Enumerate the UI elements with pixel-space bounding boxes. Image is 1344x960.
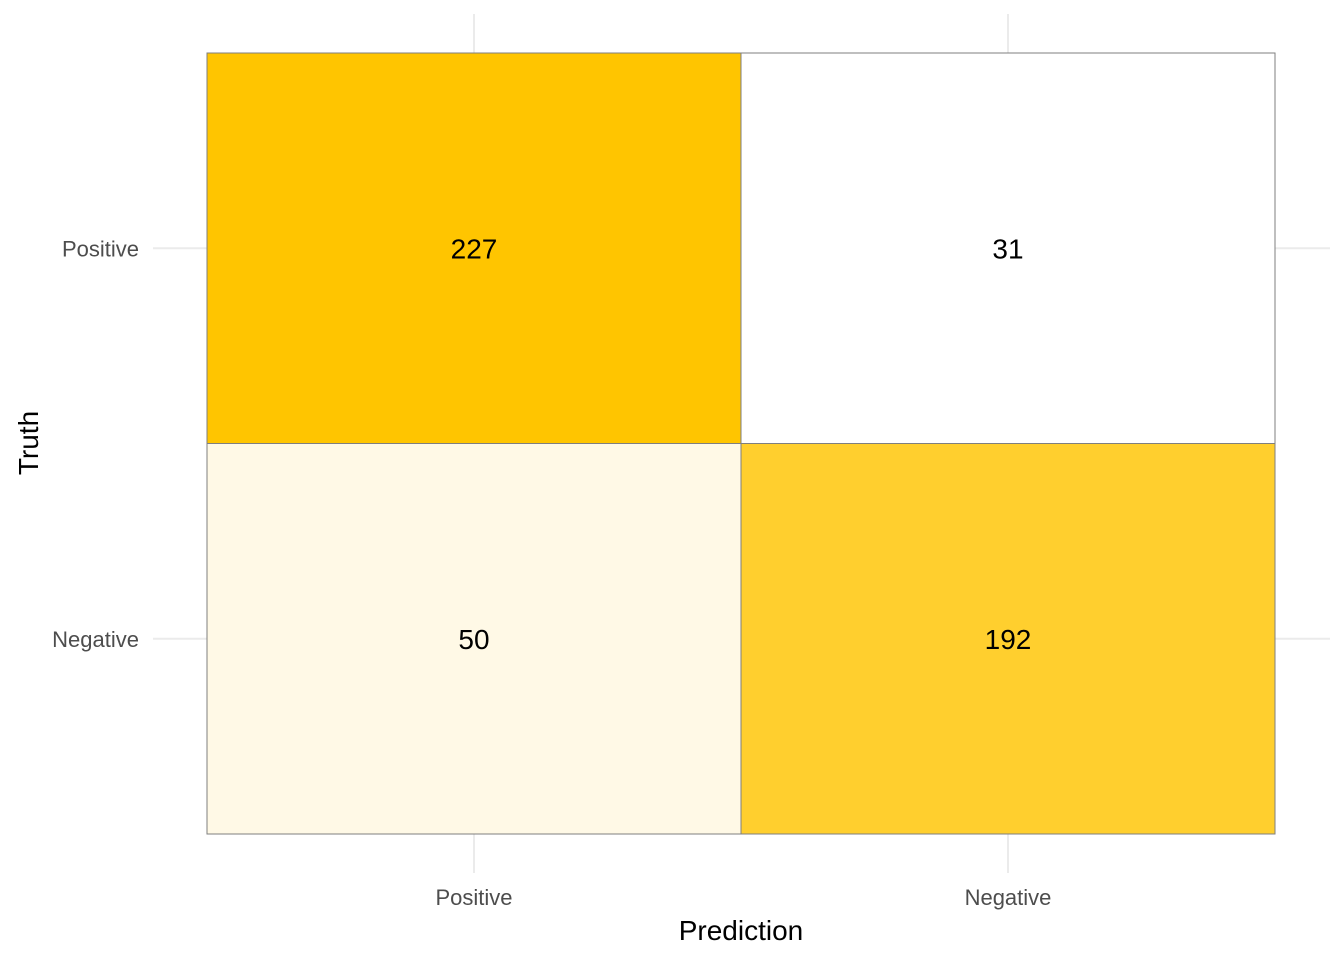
cell-truth-negative-pred-positive <box>206 443 742 835</box>
cell-truth-positive-pred-positive <box>206 52 742 444</box>
y-axis-title: Truth <box>13 411 44 475</box>
heatmap-cells <box>206 52 1276 835</box>
cell-label-truth-negative-pred-negative: 192 <box>985 624 1032 655</box>
cell-label-truth-positive-pred-positive: 227 <box>451 233 498 264</box>
x-tick-negative: Negative <box>965 885 1052 910</box>
cell-label-truth-positive-pred-negative: 31 <box>992 233 1023 264</box>
x-axis-ticks: Positive Negative <box>435 885 1051 910</box>
x-axis-title: Prediction <box>679 915 804 946</box>
cell-label-truth-negative-pred-positive: 50 <box>458 624 489 655</box>
y-tick-positive: Positive <box>62 236 139 261</box>
cell-value-labels: 227 31 50 192 <box>451 233 1032 655</box>
y-tick-negative: Negative <box>52 627 139 652</box>
y-axis-ticks: Positive Negative <box>52 236 139 652</box>
x-tick-positive: Positive <box>435 885 512 910</box>
cell-truth-negative-pred-negative <box>740 443 1276 835</box>
